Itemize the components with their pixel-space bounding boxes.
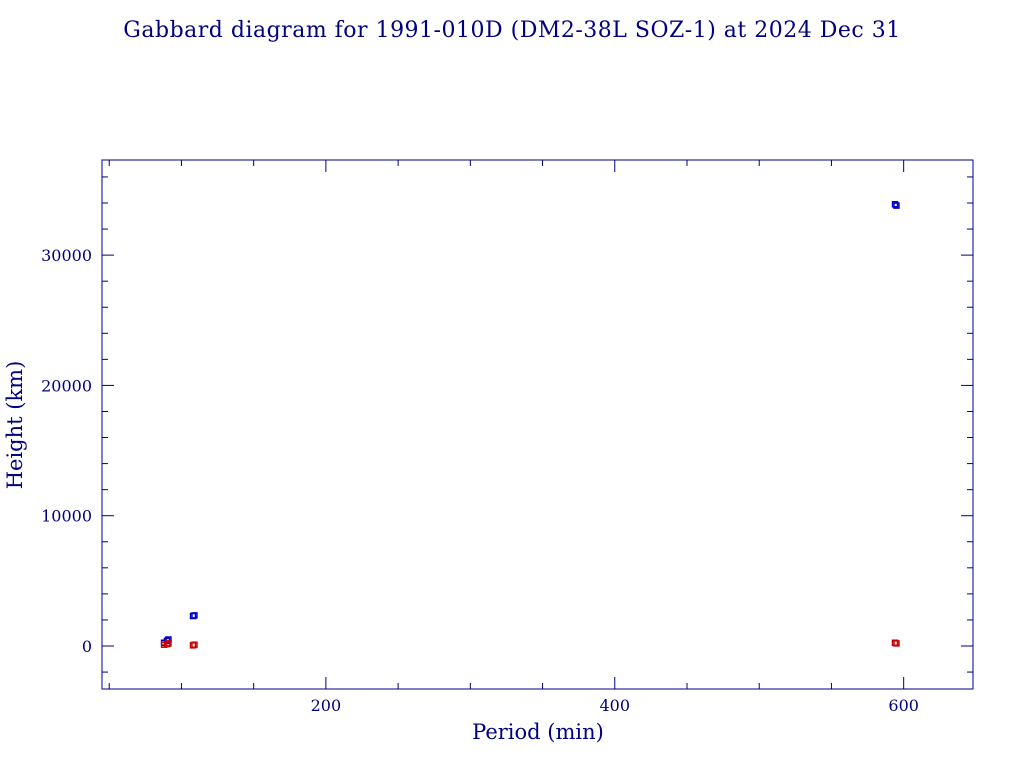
perigee-point [893, 640, 900, 647]
axis-ticks [102, 160, 973, 689]
y-tick-label: 30000 [41, 246, 92, 265]
y-tick-label: 10000 [41, 507, 92, 526]
perigee-point [191, 641, 198, 648]
x-tick-label: 600 [888, 696, 919, 715]
tick-labels: 200 400 600 0 10000 20000 30000 [41, 246, 919, 715]
y-tick-label: 0 [82, 637, 92, 656]
apogee-point [893, 202, 900, 209]
x-axis-label: Period (min) [472, 720, 604, 744]
apogee-point [191, 612, 198, 619]
x-tick-label: 200 [311, 696, 342, 715]
apogee-point [891, 201, 899, 208]
data-points [160, 201, 900, 649]
chart-title: Gabbard diagram for 1991-010D (DM2-38L S… [123, 18, 900, 43]
perigee-point [165, 640, 172, 647]
plot-frame [101, 159, 974, 690]
y-axis-label: Height (km) [3, 361, 27, 490]
y-tick-label: 20000 [41, 376, 92, 395]
x-tick-label: 400 [600, 696, 631, 715]
